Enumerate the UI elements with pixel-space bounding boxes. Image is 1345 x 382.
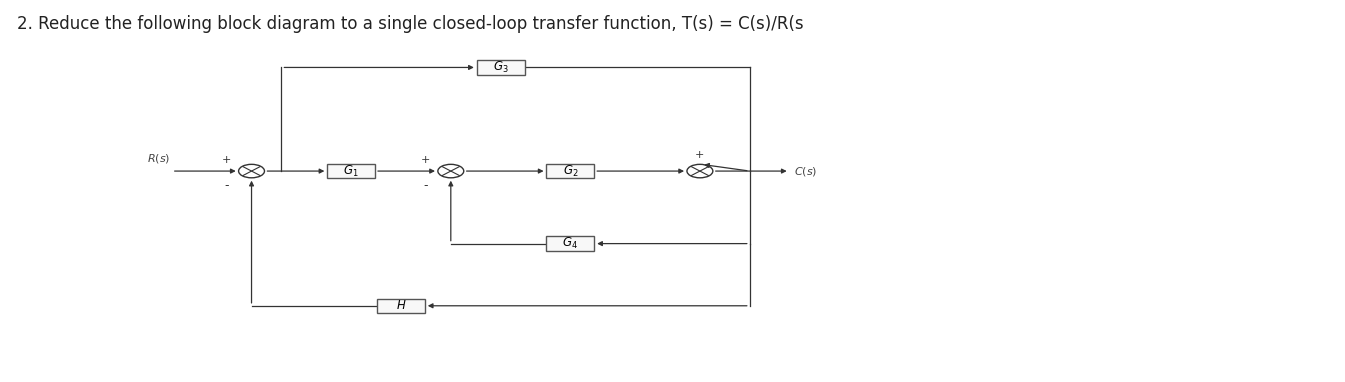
Text: +: + bbox=[695, 150, 705, 160]
Text: $G_2$: $G_2$ bbox=[562, 163, 578, 179]
Text: 2. Reduce the following block diagram to a single closed-loop transfer function,: 2. Reduce the following block diagram to… bbox=[17, 15, 804, 32]
Text: $G_4$: $G_4$ bbox=[562, 236, 578, 251]
FancyBboxPatch shape bbox=[546, 164, 594, 178]
Text: -: - bbox=[424, 179, 428, 192]
Text: $C(s)$: $C(s)$ bbox=[794, 165, 816, 178]
Text: $G_1$: $G_1$ bbox=[343, 163, 359, 179]
FancyBboxPatch shape bbox=[546, 236, 594, 251]
Text: +: + bbox=[222, 155, 231, 165]
Text: $G_3$: $G_3$ bbox=[492, 60, 508, 75]
Text: +: + bbox=[421, 155, 430, 165]
Text: $H$: $H$ bbox=[395, 299, 406, 312]
Text: -: - bbox=[225, 179, 229, 192]
Text: $R(s)$: $R(s)$ bbox=[147, 152, 169, 165]
FancyBboxPatch shape bbox=[327, 164, 375, 178]
FancyBboxPatch shape bbox=[476, 60, 525, 75]
FancyBboxPatch shape bbox=[377, 298, 425, 313]
